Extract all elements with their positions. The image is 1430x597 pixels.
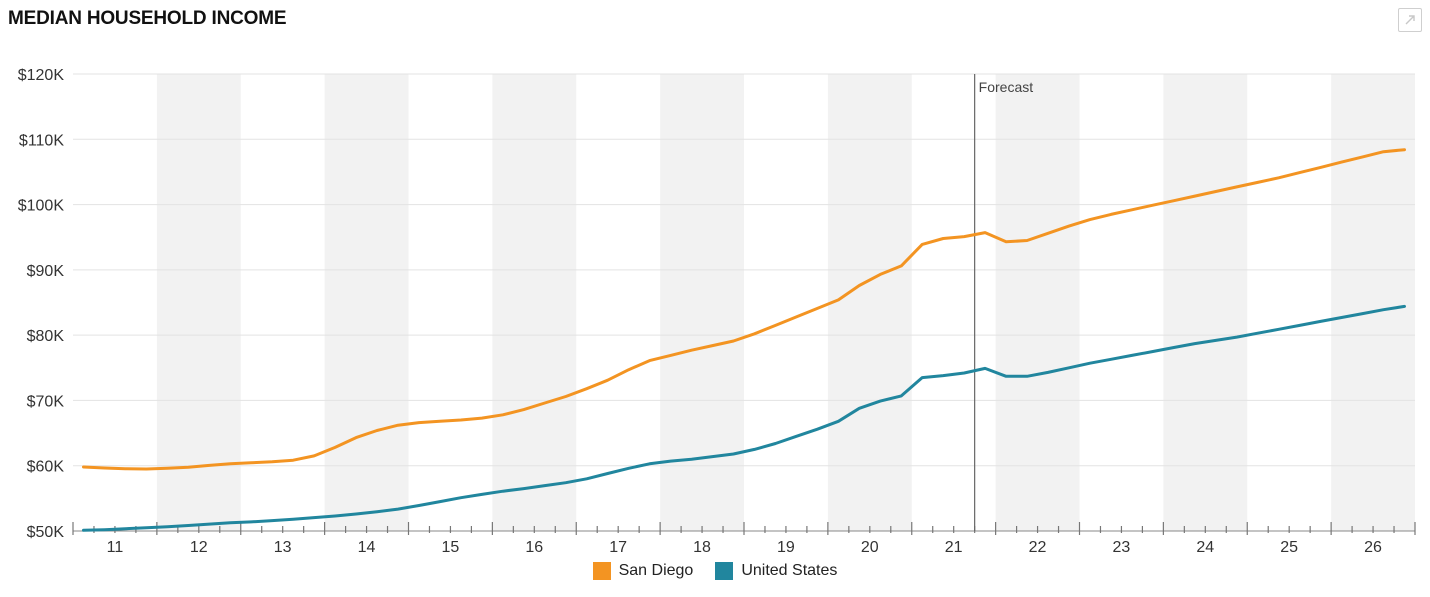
x-tick-label: 21: [945, 539, 963, 556]
legend-label-united-states: United States: [741, 562, 838, 579]
y-tick-label: $60K: [27, 459, 65, 476]
year-band-12: [156, 74, 241, 531]
year-band-14: [324, 74, 409, 531]
x-tick-label: 20: [861, 539, 879, 556]
x-tick-label: 14: [358, 539, 376, 556]
x-tick-label: 18: [693, 539, 711, 556]
x-tick-label: 23: [1113, 539, 1131, 556]
x-tick-label: 26: [1364, 539, 1382, 556]
year-band-16: [492, 74, 577, 531]
x-tick-label: 12: [190, 539, 208, 556]
legend-item-san-diego[interactable]: San Diego: [592, 562, 694, 580]
series-line-united-states: [82, 304, 1406, 532]
x-tick-label: 22: [1029, 539, 1047, 556]
expand-button[interactable]: [1398, 8, 1422, 32]
y-tick-label: $120K: [18, 67, 65, 84]
x-tick-label: 25: [1280, 539, 1298, 556]
year-band-20: [827, 74, 912, 531]
year-band-24: [1163, 74, 1248, 531]
y-tick-label: $50K: [27, 524, 65, 541]
expand-icon: [1405, 15, 1415, 25]
x-tick-label: 19: [777, 539, 795, 556]
y-tick-label: $90K: [27, 263, 65, 280]
x-tick-label: 16: [525, 539, 543, 556]
x-tick-label: 15: [442, 539, 460, 556]
x-tick-label: 13: [274, 539, 292, 556]
legend-item-united-states[interactable]: United States: [715, 562, 837, 580]
legend-swatch-united-states: [715, 562, 734, 580]
chart-title: MEDIAN HOUSEHOLD INCOME: [8, 8, 287, 29]
x-tick-label: 24: [1196, 539, 1214, 556]
y-tick-label: $100K: [18, 198, 65, 215]
x-tick-label: 17: [609, 539, 627, 556]
y-tick-label: $110K: [19, 132, 64, 149]
series-line-san-diego: [82, 148, 1406, 471]
y-tick-label: $80K: [27, 328, 65, 345]
year-band-18: [660, 74, 744, 531]
forecast-label: Forecast: [979, 79, 1034, 95]
year-band-22: [995, 74, 1080, 531]
year-band-26: [1331, 74, 1415, 531]
legend-label-san-diego: San Diego: [618, 562, 694, 579]
x-tick-label: 11: [107, 539, 124, 556]
legend-swatch-san-diego: [592, 562, 611, 580]
chart-legend: San Diego United States: [0, 559, 1430, 583]
y-tick-label: $70K: [27, 393, 65, 410]
